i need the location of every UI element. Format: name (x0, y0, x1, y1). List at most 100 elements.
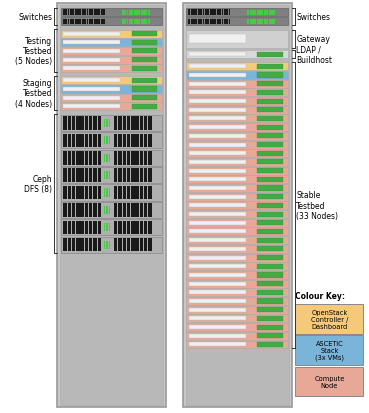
Bar (63, 41, 120, 45)
Bar (84, 10, 86, 16)
Bar (148, 152, 152, 165)
Bar (89, 238, 92, 252)
Bar (189, 91, 246, 95)
Bar (258, 90, 283, 96)
Bar (189, 343, 246, 347)
Bar (68, 10, 69, 16)
Bar (189, 126, 246, 130)
Bar (72, 10, 74, 16)
Bar (61, 65, 162, 73)
Bar (63, 79, 120, 83)
Bar (114, 169, 117, 183)
Bar (189, 247, 246, 251)
Bar (188, 10, 190, 16)
Bar (144, 238, 147, 252)
Bar (186, 81, 288, 88)
Bar (76, 238, 80, 252)
Bar (123, 221, 126, 235)
Bar (118, 169, 122, 183)
Bar (135, 152, 139, 165)
Bar (93, 117, 97, 131)
Bar (99, 19, 100, 25)
Bar (247, 20, 249, 25)
Bar (131, 134, 135, 148)
Bar (198, 10, 200, 16)
Bar (127, 11, 128, 16)
Bar (186, 237, 288, 244)
Bar (89, 204, 92, 217)
Bar (259, 20, 261, 25)
Bar (186, 289, 288, 297)
Text: Staging
Testbed
(4 Nodes): Staging Testbed (4 Nodes) (15, 79, 52, 109)
Bar (63, 169, 67, 183)
Bar (123, 134, 126, 148)
Bar (134, 20, 135, 25)
Bar (247, 11, 249, 16)
Bar (196, 10, 197, 16)
Bar (63, 97, 120, 100)
Bar (135, 186, 139, 200)
Bar (80, 117, 84, 131)
Bar (186, 124, 288, 132)
Bar (85, 204, 88, 217)
Bar (148, 11, 150, 16)
Bar (295, 304, 363, 334)
Bar (114, 117, 117, 131)
Bar (134, 11, 135, 16)
Bar (145, 11, 148, 16)
Bar (61, 77, 162, 85)
Text: Colour Key:: Colour Key: (295, 291, 345, 300)
Bar (80, 134, 84, 148)
Bar (96, 10, 98, 16)
Bar (189, 100, 246, 104)
Bar (219, 10, 221, 16)
Bar (148, 117, 152, 131)
Bar (76, 186, 80, 200)
Bar (106, 120, 108, 128)
Bar (132, 49, 157, 55)
Bar (108, 172, 110, 180)
Bar (261, 20, 263, 25)
Bar (186, 202, 288, 210)
Bar (89, 117, 92, 131)
Bar (68, 186, 71, 200)
Bar (68, 152, 71, 165)
Bar (144, 169, 147, 183)
Bar (72, 117, 75, 131)
Bar (221, 19, 223, 25)
Bar (258, 212, 283, 217)
Bar (131, 152, 135, 165)
Bar (61, 116, 162, 132)
Bar (103, 154, 105, 162)
Bar (127, 117, 130, 131)
Bar (193, 10, 195, 16)
Bar (127, 238, 130, 252)
Bar (186, 51, 288, 59)
Bar (143, 20, 145, 25)
Bar (186, 193, 288, 201)
Bar (123, 152, 126, 165)
Bar (63, 186, 67, 200)
Bar (76, 204, 80, 217)
Bar (106, 172, 108, 180)
Bar (140, 238, 143, 252)
Bar (92, 19, 93, 25)
Bar (122, 20, 124, 25)
Bar (264, 11, 266, 16)
Bar (93, 186, 97, 200)
Bar (189, 265, 246, 268)
Bar (80, 204, 84, 217)
Bar (186, 167, 288, 175)
Bar (76, 221, 80, 235)
Bar (258, 177, 283, 183)
Bar (189, 334, 246, 338)
Bar (131, 238, 135, 252)
Bar (144, 134, 147, 148)
Bar (186, 89, 288, 97)
Bar (207, 10, 209, 16)
Bar (189, 35, 246, 44)
Bar (254, 20, 256, 25)
Bar (80, 186, 84, 200)
Bar (92, 10, 93, 16)
Bar (61, 39, 162, 47)
